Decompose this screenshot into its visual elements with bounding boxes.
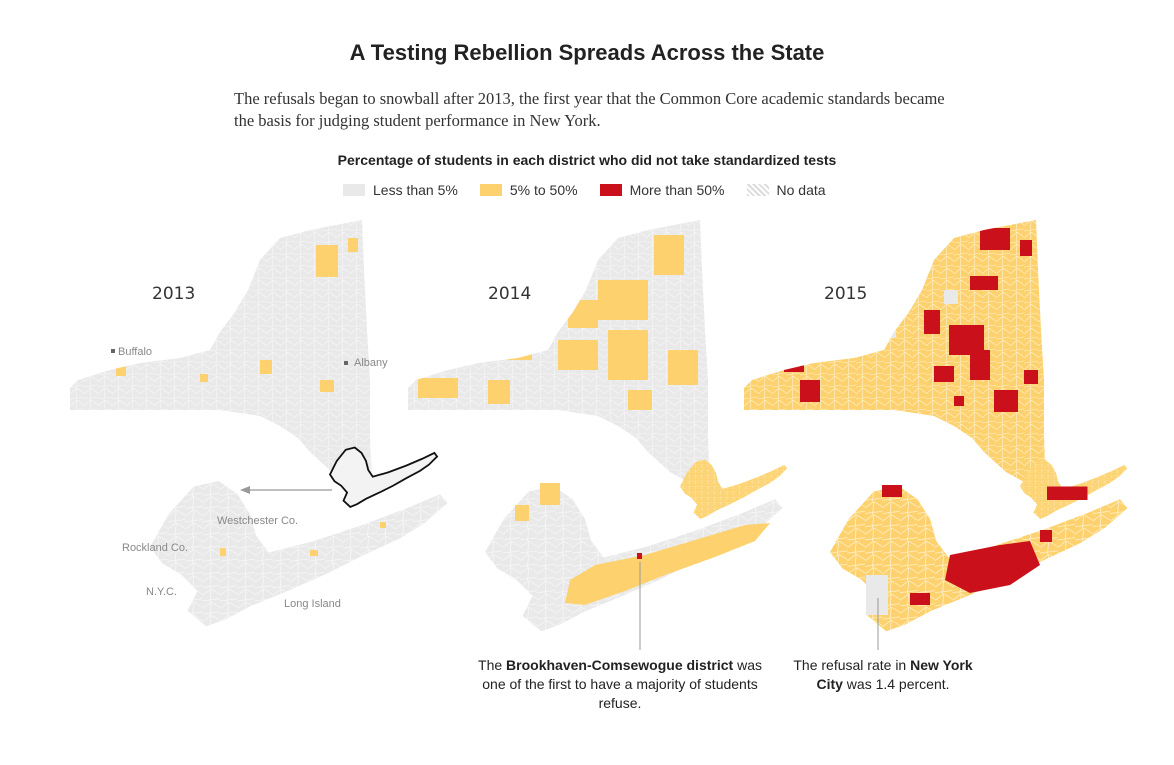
legend-item-high: More than 50% xyxy=(599,182,725,198)
label-rockland: Rockland Co. xyxy=(122,542,188,554)
annotation-brookhaven-bold: Brookhaven-Comsewogue district xyxy=(506,657,734,673)
inset-map-2015 xyxy=(830,485,1128,632)
place-buffalo: Buffalo xyxy=(111,346,152,358)
legend-item-mid: 5% to 50% xyxy=(479,182,578,198)
legend-label-mid: 5% to 50% xyxy=(509,182,578,198)
map-2013: 2013 Buffalo Albany xyxy=(70,220,448,627)
inset-map-2013 xyxy=(150,481,448,627)
annotation-nyc-bold: New York City xyxy=(816,657,973,692)
legend-label-high: More than 50% xyxy=(629,182,725,198)
state-map-2014 xyxy=(408,220,710,482)
legend-swatch-low xyxy=(343,184,365,196)
page-title: A Testing Rebellion Spreads Across the S… xyxy=(349,40,825,65)
label-westchester: Westchester Co. xyxy=(217,515,298,527)
map-2015: 2015 xyxy=(744,220,1128,650)
inset-map-2014 xyxy=(485,483,783,632)
svg-text:Buffalo: Buffalo xyxy=(118,346,152,358)
annotation-brookhaven: The Brookhaven-Comsewogue district was o… xyxy=(478,657,762,711)
year-label-2013: 2013 xyxy=(152,284,195,304)
intro-paragraph: The refusals began to snowball after 201… xyxy=(234,89,945,130)
year-label-2014: 2014 xyxy=(488,284,531,304)
annotation-nyc: The refusal rate in New York City was 1.… xyxy=(793,657,973,692)
legend-item-low: Less than 5% xyxy=(343,182,458,198)
year-label-2015: 2015 xyxy=(824,284,867,304)
svg-text:Albany: Albany xyxy=(354,357,388,369)
long-island-thumb-2015 xyxy=(1020,459,1128,519)
place-albany: Albany xyxy=(344,357,388,369)
label-long-island: Long Island xyxy=(284,598,341,610)
legend-label-nodata: No data xyxy=(776,182,826,198)
legend-swatch-nodata xyxy=(746,184,769,196)
legend-label-low: Less than 5% xyxy=(373,182,458,198)
map-2014: 2014 xyxy=(408,220,788,650)
legend-swatch-high xyxy=(599,184,622,196)
state-map-2013 xyxy=(70,220,372,482)
legend-swatch-mid xyxy=(479,184,502,196)
legend-title: Percentage of students in each district … xyxy=(337,152,837,168)
legend-item-nodata: No data xyxy=(746,182,826,198)
state-map-2015 xyxy=(744,220,1046,482)
legend: Less than 5% 5% to 50% More than 50% No … xyxy=(343,182,848,198)
inset-arrow-head xyxy=(240,486,250,494)
label-nyc: N.Y.C. xyxy=(146,586,177,598)
long-island-highlight xyxy=(329,446,439,508)
